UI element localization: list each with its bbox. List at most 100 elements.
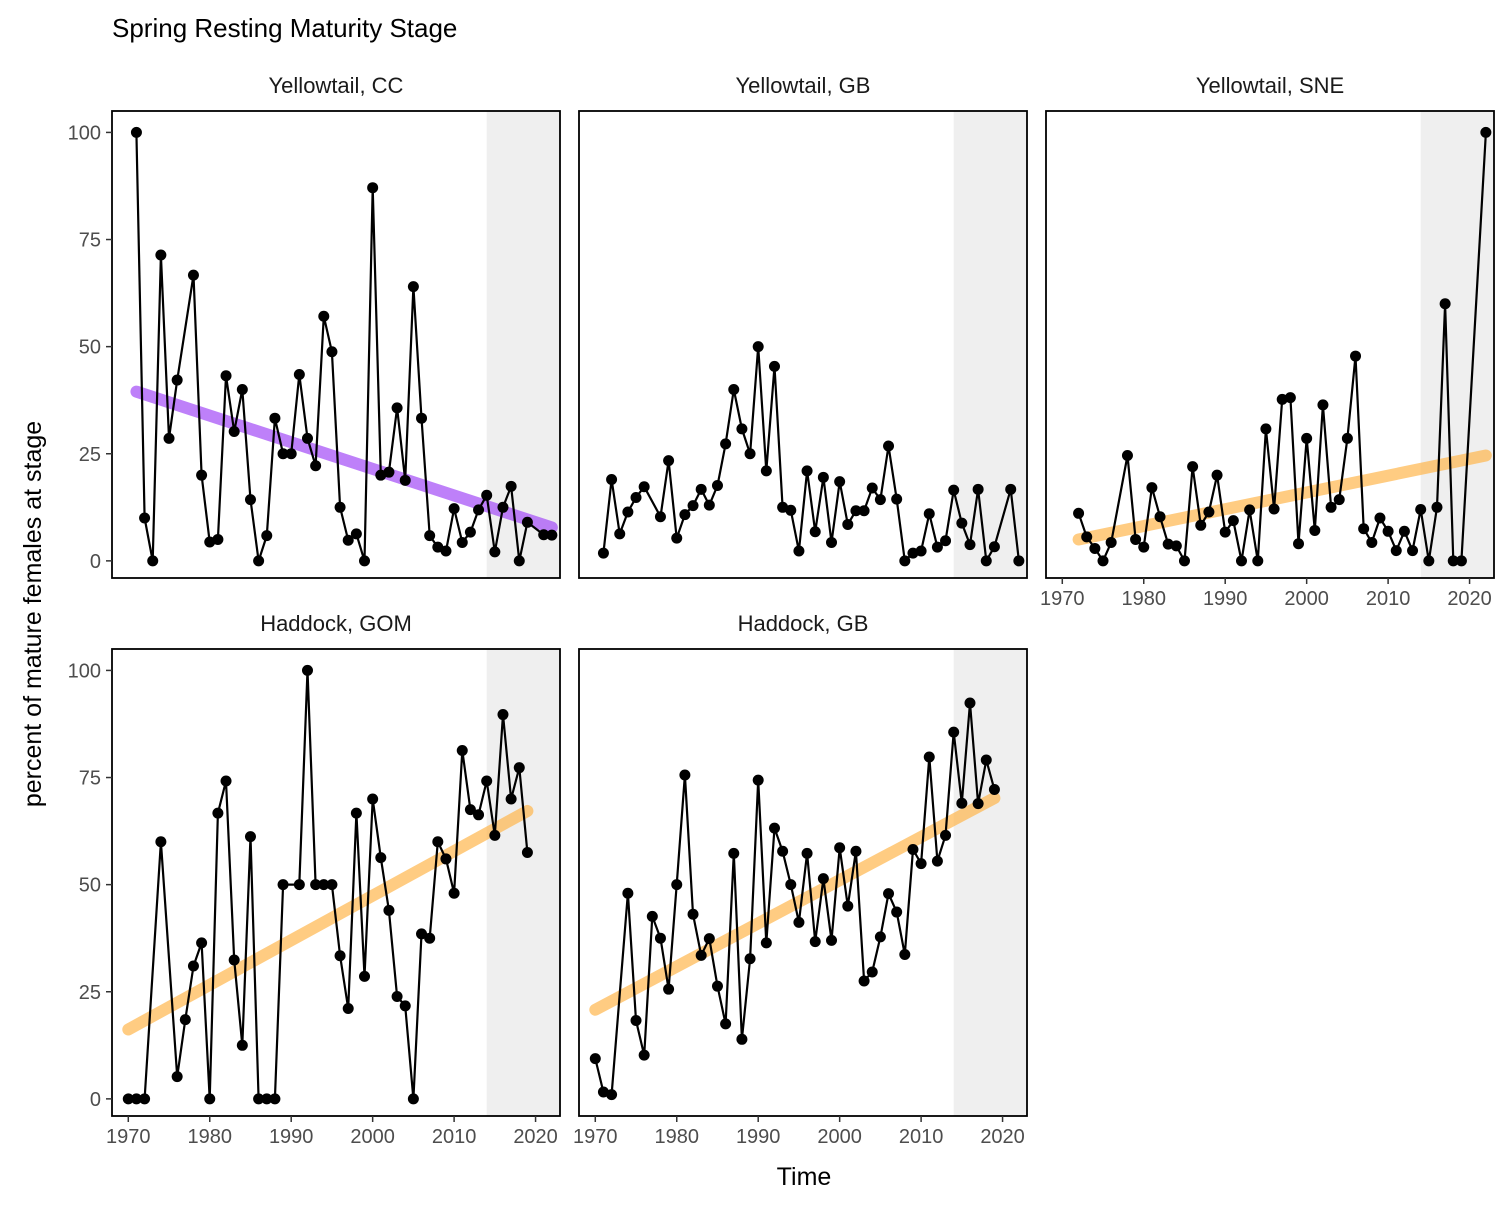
data-point — [521, 847, 533, 859]
x-tick-label: 2020 — [980, 1126, 1025, 1148]
x-tick-label: 2000 — [350, 1126, 395, 1148]
data-point — [342, 534, 354, 546]
data-point — [350, 807, 362, 819]
data-point — [948, 484, 960, 496]
data-point — [432, 836, 444, 848]
data-point — [301, 664, 313, 676]
x-tick-label: 1980 — [1121, 588, 1166, 610]
data-point — [630, 491, 642, 503]
panel-border — [111, 110, 561, 579]
panel-border — [578, 648, 1028, 1117]
data-point — [179, 1014, 191, 1026]
data-point — [1235, 555, 1247, 567]
data-point — [424, 530, 436, 542]
data-point — [1350, 350, 1362, 362]
data-point — [899, 555, 911, 567]
panel-strip-label: Yellowtail, CC — [269, 73, 404, 98]
data-point — [391, 990, 403, 1002]
data-point — [1211, 469, 1223, 481]
panel-haddock-gom: Haddock, GOM 0 25 50 75 100 1970 1980 1990 2000 20… — [68, 611, 561, 1148]
data-point — [654, 511, 666, 523]
data-point — [1293, 538, 1305, 550]
data-point — [606, 1089, 618, 1101]
data-point — [318, 310, 330, 322]
data-point — [139, 512, 151, 524]
data-point — [589, 1053, 601, 1065]
data-point — [1480, 126, 1492, 138]
data-point — [711, 479, 723, 491]
data-point — [473, 504, 485, 516]
data-point — [1146, 482, 1158, 494]
data-point — [663, 455, 675, 467]
data-point — [720, 1018, 732, 1030]
data-point — [326, 346, 338, 358]
data-point — [1260, 423, 1272, 435]
data-point — [850, 505, 862, 517]
data-point — [752, 341, 764, 353]
data-point — [972, 798, 984, 810]
data-point — [785, 504, 797, 516]
data-point — [940, 829, 952, 841]
data-point — [481, 489, 493, 501]
data-point — [1309, 524, 1321, 536]
data-point — [980, 555, 992, 567]
data-point — [440, 545, 452, 557]
data-point — [399, 474, 411, 486]
data-point — [424, 932, 436, 944]
y-tick-label: 0 — [90, 1089, 101, 1111]
data-point — [1358, 523, 1370, 535]
data-point — [350, 528, 362, 540]
data-point — [130, 1093, 142, 1105]
x-tick-label: 1990 — [269, 1126, 314, 1148]
recent-period-shade — [953, 111, 1027, 578]
data-point — [809, 936, 821, 948]
data-point — [923, 508, 935, 520]
data-point — [196, 937, 208, 949]
panel-plot-area — [589, 649, 1027, 1116]
data-point — [826, 934, 838, 946]
data-point — [956, 517, 968, 529]
panel-plot-area — [1072, 111, 1494, 578]
data-point — [253, 555, 265, 567]
data-point — [269, 412, 281, 424]
data-point — [630, 1014, 642, 1026]
data-point — [1073, 507, 1085, 519]
data-point — [310, 879, 322, 891]
data-point — [1407, 545, 1419, 557]
data-point — [220, 775, 232, 787]
data-point — [768, 360, 780, 372]
data-point — [793, 916, 805, 928]
data-point — [728, 847, 740, 859]
data-point — [1187, 461, 1199, 473]
panel-yellowtail-sne: Yellowtail, SNE 1970 1980 1990 2000 2010 2020 — [1040, 73, 1495, 610]
data-point — [858, 975, 870, 987]
panel-strip-label: Haddock, GOM — [260, 611, 412, 636]
data-point — [606, 473, 618, 485]
chart-title: Spring Resting Maturity Stage — [112, 13, 457, 43]
x-tick-label: 2020 — [513, 1126, 558, 1148]
panel-border — [111, 648, 561, 1117]
data-point — [1423, 555, 1435, 567]
data-point — [597, 547, 609, 559]
data-point — [1325, 501, 1337, 513]
data-point — [489, 829, 501, 841]
data-point — [964, 697, 976, 709]
data-point — [546, 529, 558, 541]
data-point — [399, 1000, 411, 1012]
y-tick-label: 100 — [68, 122, 101, 144]
data-point — [293, 879, 305, 891]
data-point — [1390, 545, 1402, 557]
data-point — [1398, 525, 1410, 537]
x-tick-label: 1970 — [106, 1126, 151, 1148]
data-point — [244, 831, 256, 843]
data-point — [834, 842, 846, 854]
y-axis-label: percent of mature females at stage — [19, 421, 47, 807]
data-point — [850, 845, 862, 857]
data-point — [1219, 526, 1231, 538]
data-point — [654, 932, 666, 944]
data-point — [931, 541, 943, 553]
data-point — [318, 879, 330, 891]
data-point — [695, 949, 707, 961]
data-point — [826, 536, 838, 548]
data-point — [817, 873, 829, 885]
